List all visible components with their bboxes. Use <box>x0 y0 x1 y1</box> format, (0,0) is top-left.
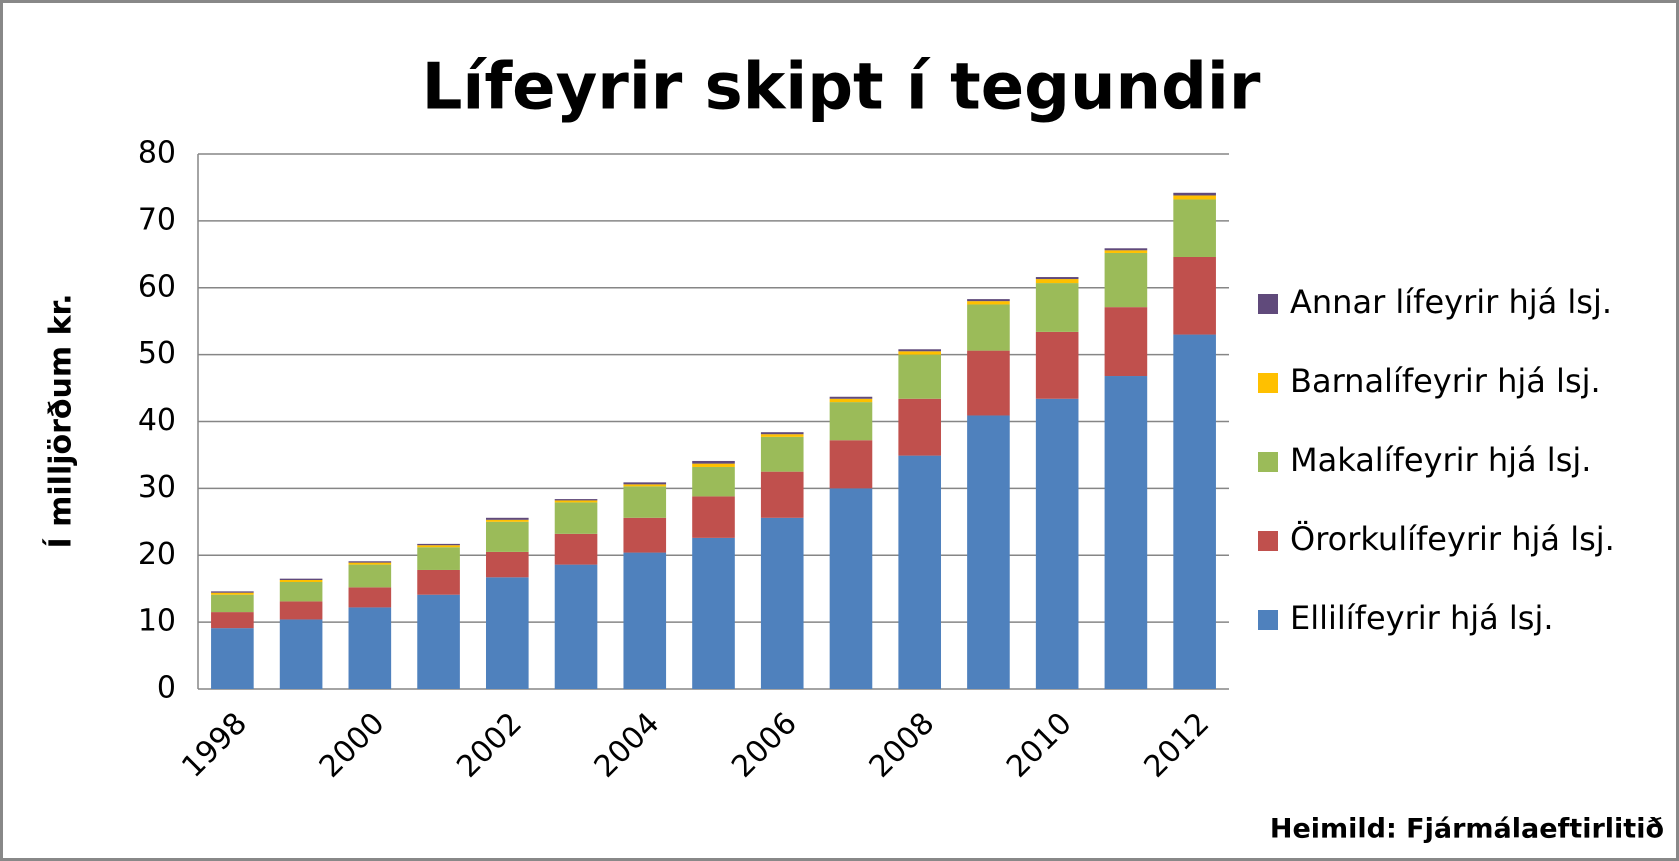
bar-segment <box>1104 250 1148 253</box>
legend-swatch <box>1258 610 1278 630</box>
bar-segment <box>554 499 598 501</box>
bar-segment <box>760 436 804 472</box>
y-tick-label: 80 <box>138 136 176 171</box>
bar-segment <box>760 434 804 437</box>
bar-segment <box>898 351 942 355</box>
legend-swatch <box>1258 373 1278 393</box>
bar-segment <box>1104 307 1148 377</box>
bar-segment <box>1173 256 1216 335</box>
legend-swatch <box>1258 531 1278 551</box>
bar-segment <box>1035 398 1079 689</box>
bar-segment <box>554 502 598 534</box>
y-tick-label: 60 <box>138 269 176 304</box>
bar-segment <box>623 484 667 487</box>
bar-segment <box>1173 334 1216 689</box>
bar-segment <box>1035 277 1079 280</box>
bar-segment <box>348 607 392 689</box>
bar-segment <box>1035 283 1079 332</box>
bar-segment <box>417 543 460 546</box>
legend-label: Annar lífeyrir hjá lsj. <box>1290 283 1612 321</box>
bar-segment <box>898 455 942 689</box>
bar-segment <box>967 301 1010 305</box>
bar-segment <box>279 582 323 602</box>
y-tick-label: 30 <box>138 470 176 505</box>
bar-segment <box>348 564 392 588</box>
bar-segment <box>829 402 873 441</box>
bar-segment <box>623 482 667 485</box>
bar-segment <box>898 398 942 456</box>
legend-swatch <box>1258 294 1278 314</box>
bar-segment <box>211 591 254 593</box>
bar-segment <box>485 519 529 522</box>
bar-segment <box>1104 376 1148 689</box>
bar-segment <box>485 577 529 689</box>
bar-segment <box>898 354 942 399</box>
bar-segment <box>279 579 323 582</box>
bar-segment <box>554 533 598 565</box>
bar-segment <box>1035 331 1079 399</box>
bar-segment <box>829 396 873 399</box>
bar-segment <box>348 561 392 563</box>
bar-segment <box>211 592 254 595</box>
bar-segment <box>1173 195 1216 200</box>
bar-segment <box>485 521 529 552</box>
legend-label: Barnalífeyrir hjá lsj. <box>1290 362 1601 400</box>
bar-segment <box>554 500 598 503</box>
bar-segment <box>485 517 529 520</box>
bar-segment <box>967 415 1010 689</box>
bar-segment <box>760 517 804 689</box>
bar-segment <box>1173 192 1216 196</box>
bar-segment <box>348 587 392 608</box>
bar-segment <box>760 471 804 518</box>
bar-segment <box>623 552 667 689</box>
bar-segment <box>692 460 735 464</box>
bar-segment <box>211 612 254 629</box>
legend-label: Ellilífeyrir hjá lsj. <box>1290 599 1554 637</box>
bar-segment <box>967 299 1010 302</box>
bar-segment <box>692 463 735 467</box>
y-axis-label: Í milljörðum kr. <box>43 294 79 549</box>
y-tick-label: 0 <box>157 671 176 706</box>
bar-segment <box>417 569 460 595</box>
y-tick-label: 40 <box>138 403 176 438</box>
bar-segment <box>417 545 460 548</box>
bar-segment <box>692 496 735 538</box>
bar-segment <box>348 562 392 565</box>
bar-segment <box>967 304 1010 351</box>
chart-title: Lífeyrir skipt í tegundir <box>422 51 1261 125</box>
legend-label: Örorkulífeyrir hjá lsj. <box>1290 520 1615 558</box>
bar-segment <box>967 350 1010 416</box>
bar-segment <box>554 564 598 689</box>
y-tick-label: 10 <box>138 604 176 639</box>
bar-segment <box>623 517 667 553</box>
bar-segment <box>829 488 873 689</box>
bar-segment <box>692 537 735 689</box>
bar-segment <box>279 578 323 580</box>
bar-segment <box>417 594 460 689</box>
y-tick-label: 20 <box>138 537 176 572</box>
bar-segment <box>1104 248 1148 251</box>
y-tick-label: 50 <box>138 336 176 371</box>
bar-segment <box>417 547 460 570</box>
bar-segment <box>1173 199 1216 257</box>
bar-segment <box>760 432 804 435</box>
bar-segment <box>1035 279 1079 284</box>
bar-segment <box>485 551 529 578</box>
bar-segment <box>829 440 873 489</box>
bar-segment <box>692 466 735 497</box>
bar-segment <box>211 628 254 689</box>
bar-segment <box>898 349 942 352</box>
bar-segment <box>279 619 323 689</box>
bar-segment <box>1104 252 1148 308</box>
source: Heimild: Fjármálaeftirlitið <box>1270 814 1664 845</box>
bar-segment <box>829 398 873 403</box>
bar-segment <box>623 486 667 518</box>
legend-swatch <box>1258 452 1278 472</box>
legend-label: Makalífeyrir hjá lsj. <box>1290 441 1591 479</box>
bar-segment <box>279 601 323 620</box>
y-tick-label: 70 <box>138 202 176 237</box>
bar-segment <box>211 594 254 613</box>
